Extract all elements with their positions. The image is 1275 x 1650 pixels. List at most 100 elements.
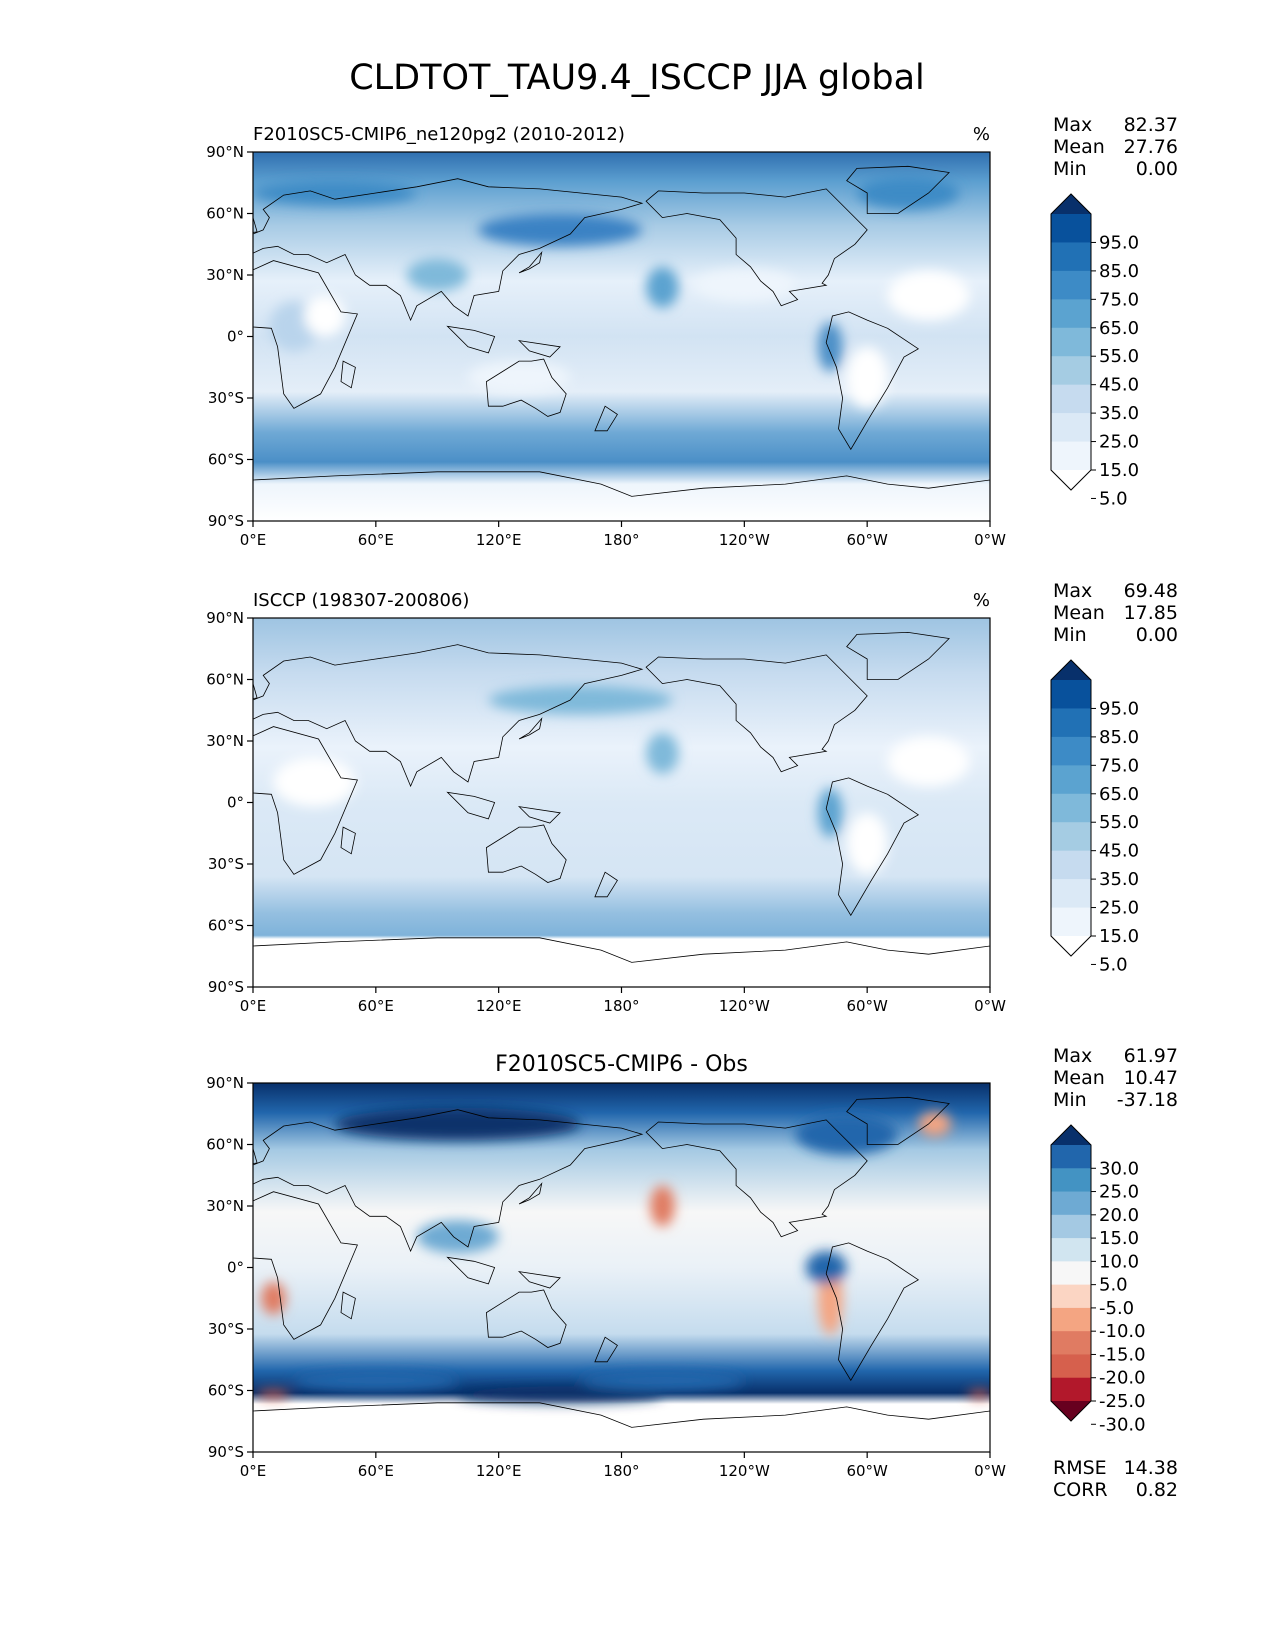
x-tick-label: 120°W <box>719 1462 770 1480</box>
coastline <box>518 717 543 740</box>
colorbar-extend-max <box>1051 194 1091 214</box>
colorbar: 95.0 85.0 75.0 65.0 55.0 45.0 35.0 25.0 15.0 5.0 <box>1050 659 1139 975</box>
field-contour-region <box>693 268 796 302</box>
colorbar-label: 55.0 <box>1099 346 1139 367</box>
field-contour-region <box>261 1281 286 1315</box>
field-contour-region <box>467 361 571 394</box>
stat-label: Max <box>1053 1045 1092 1067</box>
map-panel: ISCCP (198307-200806) % 0°E 60°E 120°E 180° 12… <box>206 580 1178 1015</box>
y-tick-label: 30°N <box>206 732 244 750</box>
colorbar-segment <box>1051 1261 1091 1286</box>
colorbar-segment <box>1051 299 1091 329</box>
coastline <box>485 358 567 417</box>
y-tick-label: 90°N <box>206 143 244 161</box>
stat-value: 17.85 <box>1124 602 1178 624</box>
coastline <box>517 806 561 824</box>
coastline <box>518 250 543 274</box>
x-tick-label: 120°E <box>476 997 522 1015</box>
x-tick-label: 120°E <box>476 1462 522 1480</box>
y-tick-label: 90°S <box>208 512 244 530</box>
stat-label: Min <box>1053 1089 1087 1111</box>
field-contour-region <box>818 788 843 838</box>
stat-label: Mean <box>1053 602 1105 624</box>
y-tick-label: 90°S <box>208 978 244 996</box>
colorbar-segment <box>1051 270 1091 300</box>
field-contour-region <box>856 176 960 210</box>
field-contour-region <box>805 1251 847 1284</box>
x-tick-label: 0°W <box>974 1462 1006 1480</box>
coastline <box>825 1242 920 1382</box>
colorbar: 30.0 25.020.015.010.0 5.0-5.0-10.0-15.0 -20… <box>1050 1124 1146 1435</box>
y-tick-label: 30°S <box>208 389 244 407</box>
colorbar-label: -30.0 <box>1099 1414 1146 1435</box>
colorbar-segment <box>1051 1238 1091 1262</box>
figure-title: CLDTOT_TAU9.4_ISCCP JJA global <box>349 58 925 98</box>
coastline <box>253 937 990 987</box>
colorbar-label: 25.0 <box>1099 898 1139 919</box>
colorbar-segment <box>1051 1168 1091 1193</box>
x-tick-label: 180° <box>603 1462 639 1480</box>
colorbar-segment <box>1051 1331 1091 1355</box>
field-anomalies <box>253 176 970 409</box>
coastline <box>594 1336 618 1363</box>
stat-label: Min <box>1053 624 1087 646</box>
y-tick-label: 90°N <box>206 609 244 627</box>
coastline <box>253 471 990 521</box>
field-contour-region <box>887 270 970 321</box>
coastline <box>594 405 618 432</box>
coastline <box>825 311 920 451</box>
coastline <box>517 1271 561 1289</box>
stat-value: 27.76 <box>1124 136 1178 158</box>
field-contour-region <box>646 266 679 308</box>
coastline <box>253 726 358 875</box>
colorbar-extend-min <box>1051 470 1091 490</box>
colorbar-segment <box>1051 1307 1091 1332</box>
colorbar-label: 35.0 <box>1099 403 1139 424</box>
colorbar-label: 15.0 <box>1099 926 1139 947</box>
stat-label: Max <box>1053 580 1092 602</box>
field-contour-region <box>334 1107 581 1141</box>
panel-title-left: F2010SC5-CMIP6_ne120pg2 (2010-2012) <box>253 124 625 145</box>
field-contour-region <box>795 1113 898 1155</box>
y-tick-label: 60°N <box>206 205 244 223</box>
colorbar-label: -10.0 <box>1099 1321 1146 1342</box>
coastline <box>645 1119 868 1238</box>
coastline <box>518 1182 543 1205</box>
y-tick-label: 0° <box>227 1259 244 1277</box>
colorbar-label: 20.0 <box>1099 1205 1139 1226</box>
stat-label: Max <box>1053 114 1092 136</box>
colorbar-segment <box>1051 793 1091 823</box>
colorbar-segment <box>1051 327 1091 357</box>
field-contour-region <box>257 1390 290 1399</box>
colorbar-label: 30.0 <box>1099 1158 1139 1179</box>
y-tick-label: 60°N <box>206 1136 244 1154</box>
colorbar-label: 5.0 <box>1099 954 1128 975</box>
coastline <box>446 325 496 354</box>
stat-label: Mean <box>1053 136 1105 158</box>
colorbar-segment <box>1051 356 1091 386</box>
colorbar-extend-max <box>1051 1125 1091 1145</box>
field-contour-region <box>273 757 356 807</box>
x-tick-label: 120°W <box>719 531 770 549</box>
field-contour-region <box>488 685 673 715</box>
extra-stat-label: RMSE <box>1053 1457 1107 1479</box>
y-tick-label: 60°S <box>208 1382 244 1400</box>
field-anomalies <box>273 685 970 875</box>
x-tick-label: 0°E <box>240 997 267 1015</box>
coastlines <box>253 165 990 521</box>
colorbar-segment <box>1051 680 1091 709</box>
colorbar-segment <box>1051 1145 1091 1169</box>
x-tick-label: 0°E <box>240 531 267 549</box>
colorbar-label: -25.0 <box>1099 1391 1146 1412</box>
field-contour-region <box>646 732 679 774</box>
colorbar-label: 15.0 <box>1099 460 1139 481</box>
map-panel: F2010SC5-CMIP6 - Obs 0°E 60°E 120°E 180° 120°… <box>206 1045 1178 1501</box>
y-tick-label: 30°N <box>206 1197 244 1215</box>
coastline <box>825 777 920 917</box>
colorbar-segment <box>1051 214 1091 243</box>
colorbar-label: 65.0 <box>1099 784 1139 805</box>
coastline <box>485 1289 567 1348</box>
x-tick-label: 180° <box>603 997 639 1015</box>
extra-stat-label: CORR <box>1053 1479 1108 1501</box>
